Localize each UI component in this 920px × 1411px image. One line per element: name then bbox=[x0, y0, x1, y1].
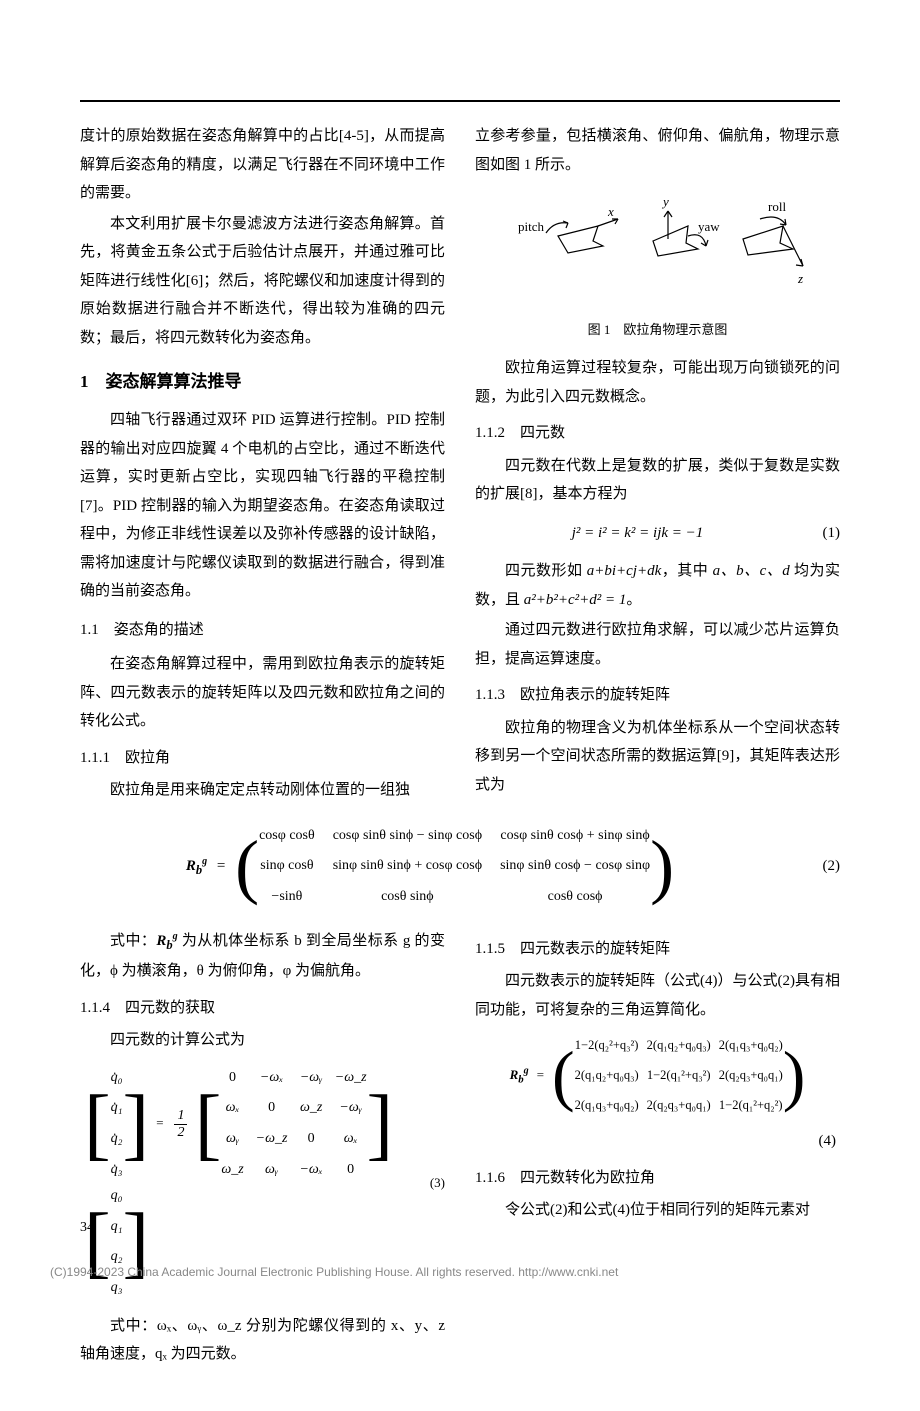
z-label: z bbox=[797, 271, 803, 286]
para: 四元数在代数上是复数的扩展，类似于复数是实数的扩展[8]，基本方程为 bbox=[475, 452, 840, 509]
subsubsection-heading: 1.1.4 四元数的获取 bbox=[80, 994, 445, 1023]
top-rule bbox=[80, 100, 840, 102]
figure-1-caption: 图 1 欧拉角物理示意图 bbox=[475, 318, 840, 343]
para: 在姿态角解算过程中，需用到欧拉角表示的旋转矩阵、四元数表示的旋转矩阵以及四元数和… bbox=[80, 650, 445, 736]
para: 四元数表示的旋转矩阵（公式(4)）与公式(2)具有相同功能，可将复杂的三角运算简… bbox=[475, 967, 840, 1024]
eq1-body: j² = i² = k² = ijk = −1 bbox=[475, 519, 800, 548]
para: 式中：ωₓ、ωᵧ、ω_z 分别为陀螺仪得到的 x、y、z 轴角速度，qₓ 为四元… bbox=[80, 1312, 445, 1369]
bottom-columns: 式中：Rbg 为从机体坐标系 b 到全局坐标系 g 的变化，ϕ 为横滚角，θ 为… bbox=[80, 927, 840, 1371]
section-heading: 1 姿态解算算法推导 bbox=[80, 366, 445, 398]
left-col-top: 度计的原始数据在姿态角解算中的占比[4-5]，从而提高解算后姿态角的精度，以满足… bbox=[80, 122, 445, 807]
page-number: 34 bbox=[80, 1215, 94, 1242]
eq3-num: (3) bbox=[405, 1171, 445, 1196]
page: 度计的原始数据在姿态角解算中的占比[4-5]，从而提高解算后姿态角的精度，以满足… bbox=[0, 0, 920, 1411]
euler-angle-diagram: pitch x y yaw roll z bbox=[508, 191, 808, 301]
para: 欧拉角是用来确定定点转动刚体位置的一组独 bbox=[80, 776, 445, 805]
eq2-matrix: ( cosφ cosθcosφ sinθ sinϕ − sinφ cosϕcos… bbox=[235, 823, 674, 911]
pitch-label: pitch bbox=[518, 219, 544, 234]
t: a²+b²+c²+d² = 1 bbox=[524, 592, 627, 608]
para: 本文利用扩展卡尔曼滤波方法进行姿态角解算。首先，将黄金五条公式于后验估计点展开，… bbox=[80, 210, 445, 353]
subsubsection-heading: 1.1.5 四元数表示的旋转矩阵 bbox=[475, 935, 840, 964]
x-label: x bbox=[607, 204, 614, 219]
t: a+bi+cj+dk bbox=[587, 563, 662, 579]
equation-1: j² = i² = k² = ijk = −1 (1) bbox=[475, 519, 840, 548]
para: 式中：Rbg 为从机体坐标系 b 到全局坐标系 g 的变化，ϕ 为横滚角，θ 为… bbox=[80, 927, 445, 986]
subsubsection-heading: 1.1.3 欧拉角表示的旋转矩阵 bbox=[475, 681, 840, 710]
top-columns: 度计的原始数据在姿态角解算中的占比[4-5]，从而提高解算后姿态角的精度，以满足… bbox=[80, 122, 840, 807]
para: 四元数的计算公式为 bbox=[80, 1026, 445, 1055]
t: a、b、c、d bbox=[713, 563, 790, 579]
t: 式中： bbox=[110, 933, 156, 949]
eq2-num: (2) bbox=[780, 852, 840, 881]
para: 四轴飞行器通过双环 PID 运算进行控制。PID 控制器的输出对应四旋翼 4 个… bbox=[80, 406, 445, 606]
equation-2-block: Rbg = ( cosφ cosθcosφ sinθ sinϕ − sinφ c… bbox=[80, 823, 840, 911]
eq2-content: Rbg = ( cosφ cosθcosφ sinθ sinϕ − sinφ c… bbox=[80, 823, 780, 911]
figure-1: pitch x y yaw roll z 图 1 欧拉角物理示意图 bbox=[475, 191, 840, 342]
eq2-lhs: Rbg bbox=[186, 858, 207, 874]
t: 。 bbox=[626, 592, 641, 608]
subsubsection-heading: 1.1.2 四元数 bbox=[475, 419, 840, 448]
para: 通过四元数进行欧拉角求解，可以减少芯片运算负担，提高运算速度。 bbox=[475, 616, 840, 673]
y-label: y bbox=[661, 194, 669, 209]
left-col-bot: 式中：Rbg 为从机体坐标系 b 到全局坐标系 g 的变化，ϕ 为横滚角，θ 为… bbox=[80, 927, 445, 1371]
equation-2: Rbg = ( cosφ cosθcosφ sinθ sinϕ − sinφ c… bbox=[80, 823, 840, 911]
subsection-heading: 1.1 姿态角的描述 bbox=[80, 616, 445, 645]
t: Rbg bbox=[156, 933, 177, 949]
t: ，其中 bbox=[661, 563, 712, 579]
para: 欧拉角的物理含义为机体坐标系从一个空间状态转移到另一个空间状态所需的数据运算[9… bbox=[475, 714, 840, 800]
eq4-num: (4) bbox=[475, 1127, 840, 1156]
para: 度计的原始数据在姿态角解算中的占比[4-5]，从而提高解算后姿态角的精度，以满足… bbox=[80, 122, 445, 208]
para: 立参考参量，包括横滚角、俯仰角、偏航角，物理示意图如图 1 所示。 bbox=[475, 122, 840, 179]
eq4-body: Rbg = ( 1−2(q₂²+q₃²)2(q₁q₂+q₀q₃)2(q₁q₃+q… bbox=[475, 1034, 840, 1117]
yaw-label: yaw bbox=[698, 219, 720, 234]
footer-copyright: (C)1994-2023 China Academic Journal Elec… bbox=[50, 1261, 618, 1284]
equation-4: Rbg = ( 1−2(q₂²+q₃²)2(q₁q₂+q₀q₃)2(q₁q₃+q… bbox=[475, 1034, 840, 1117]
t: 四元数形如 bbox=[505, 563, 587, 579]
eq1-num: (1) bbox=[800, 519, 840, 548]
subsubsection-heading: 1.1.6 四元数转化为欧拉角 bbox=[475, 1164, 840, 1193]
para: 四元数形如 a+bi+cj+dk，其中 a、b、c、d 均为实数，且 a²+b²… bbox=[475, 557, 840, 614]
right-col-top: 立参考参量，包括横滚角、俯仰角、偏航角，物理示意图如图 1 所示。 bbox=[475, 122, 840, 807]
eq2-grid: cosφ cosθcosφ sinθ sinϕ − sinφ cosϕcosφ … bbox=[259, 823, 650, 911]
para: 欧拉角运算过程较复杂，可能出现万向锁锁死的问题，为此引入四元数概念。 bbox=[475, 354, 840, 411]
right-col-bot: 1.1.5 四元数表示的旋转矩阵 四元数表示的旋转矩阵（公式(4)）与公式(2)… bbox=[475, 927, 840, 1371]
para: 令公式(2)和公式(4)位于相同行列的矩阵元素对 bbox=[475, 1196, 840, 1225]
subsubsection-heading: 1.1.1 欧拉角 bbox=[80, 744, 445, 773]
roll-label: roll bbox=[768, 199, 786, 214]
